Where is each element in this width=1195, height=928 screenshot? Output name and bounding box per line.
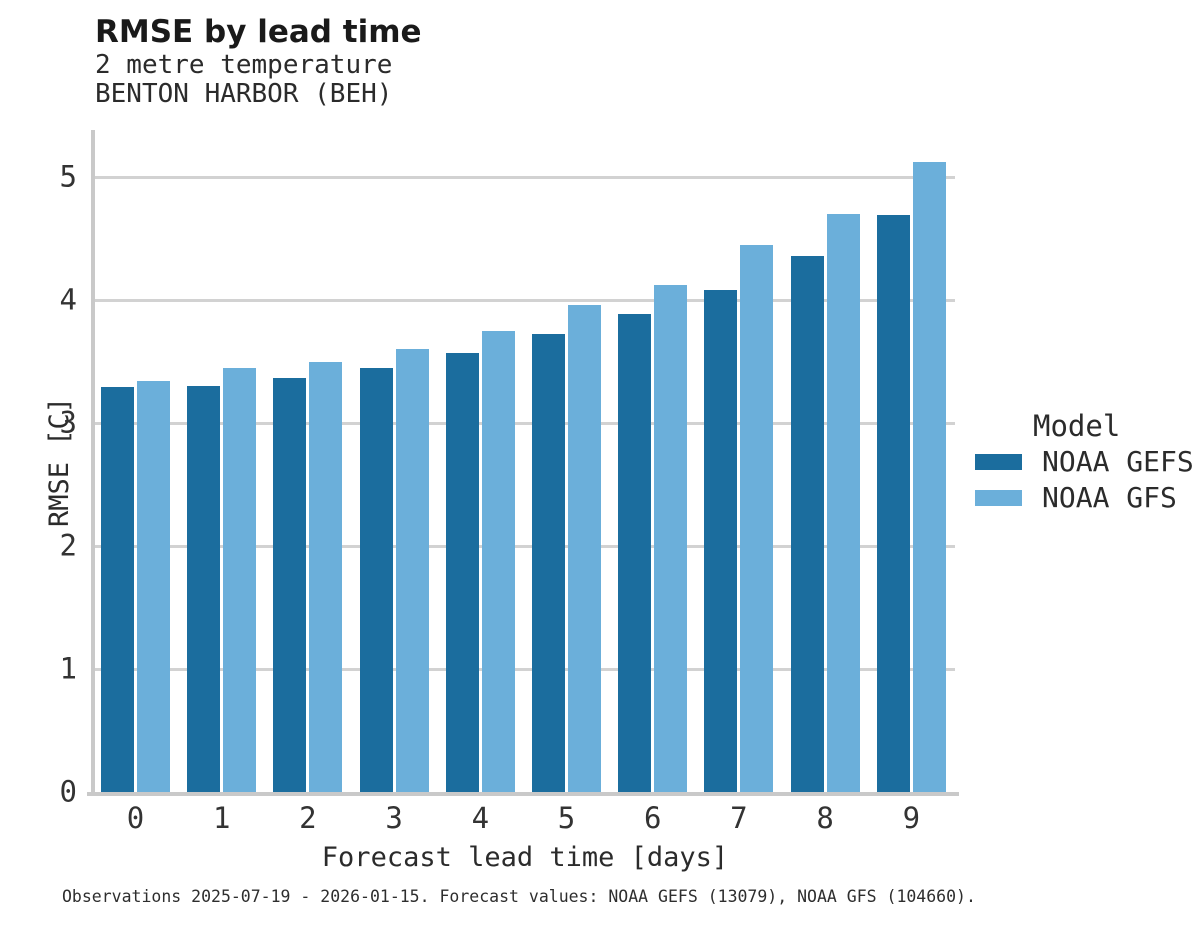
chart-subtitle: 2 metre temperature BENTON HARBOR (BEH) [95, 51, 392, 109]
y-tick-label: 2 [59, 528, 77, 563]
bar-noaa-gefs-lead-8 [790, 255, 824, 792]
bar-noaa-gfs-lead-3 [395, 349, 429, 792]
bar-noaa-gefs-lead-7 [704, 290, 738, 792]
plot-area [87, 130, 959, 796]
bar-noaa-gefs-lead-4 [445, 352, 479, 792]
bar-noaa-gefs-lead-2 [273, 377, 307, 792]
legend-title: Model [1033, 409, 1121, 443]
gridline [95, 545, 955, 548]
legend: Model NOAA GEFS NOAA GFS [955, 405, 1195, 535]
bar-noaa-gefs-lead-3 [359, 367, 393, 792]
x-tick-label: 7 [730, 801, 748, 835]
subtitle-line-variable: 2 metre temperature [95, 50, 393, 80]
bar-noaa-gfs-lead-1 [223, 367, 257, 792]
x-tick-label: 2 [299, 801, 317, 835]
legend-label: NOAA GFS [1042, 481, 1177, 514]
bar-noaa-gfs-lead-9 [912, 162, 946, 792]
bar-noaa-gfs-lead-6 [654, 285, 688, 792]
x-axis-spine [87, 792, 959, 796]
gridline [95, 668, 955, 671]
bar-noaa-gefs-lead-5 [532, 334, 565, 792]
gridline [95, 422, 955, 425]
legend-swatch-noaa-gefs [975, 454, 1022, 470]
y-tick-label: 1 [59, 651, 77, 686]
legend-item-noaa-gfs: NOAA GFS [975, 484, 1177, 512]
bar-noaa-gefs-lead-6 [618, 313, 652, 792]
x-tick-label: 4 [471, 801, 490, 835]
gridline [95, 299, 955, 302]
y-tick-label: 3 [59, 405, 77, 440]
chart-title: RMSE by lead time [95, 14, 422, 50]
bar-noaa-gefs-lead-9 [876, 215, 910, 792]
bar-noaa-gfs-lead-7 [740, 244, 774, 792]
bar-noaa-gfs-lead-4 [481, 330, 515, 792]
legend-label: NOAA GEFS [1042, 445, 1194, 478]
bar-noaa-gfs-lead-8 [826, 213, 860, 792]
bar-noaa-gfs-lead-2 [309, 361, 343, 792]
y-tick-label: 4 [59, 282, 77, 317]
y-tick-label: 0 [59, 774, 77, 809]
y-tick-label: 5 [59, 159, 77, 194]
legend-item-noaa-gefs: NOAA GEFS [975, 448, 1194, 476]
x-tick-label: 8 [816, 801, 834, 835]
legend-swatch-noaa-gfs [975, 490, 1022, 506]
bar-noaa-gfs-lead-0 [137, 381, 170, 792]
subtitle-line-station: BENTON HARBOR (BEH) [95, 79, 393, 109]
x-axis-title: Forecast lead time [days] [321, 842, 729, 873]
x-tick-label: 5 [557, 801, 576, 835]
caption: Observations 2025-07-19 - 2026-01-15. Fo… [62, 887, 976, 906]
gridline [95, 176, 955, 179]
x-tick-label: 0 [126, 801, 145, 835]
x-tick-label: 1 [212, 801, 231, 835]
y-axis-spine [91, 130, 95, 796]
bar-noaa-gefs-lead-1 [187, 386, 221, 792]
bar-noaa-gfs-lead-5 [568, 304, 601, 792]
x-tick-label: 9 [902, 801, 921, 835]
x-tick-label: 3 [385, 801, 403, 835]
bar-noaa-gefs-lead-0 [101, 387, 134, 792]
x-tick-label: 6 [643, 801, 662, 835]
